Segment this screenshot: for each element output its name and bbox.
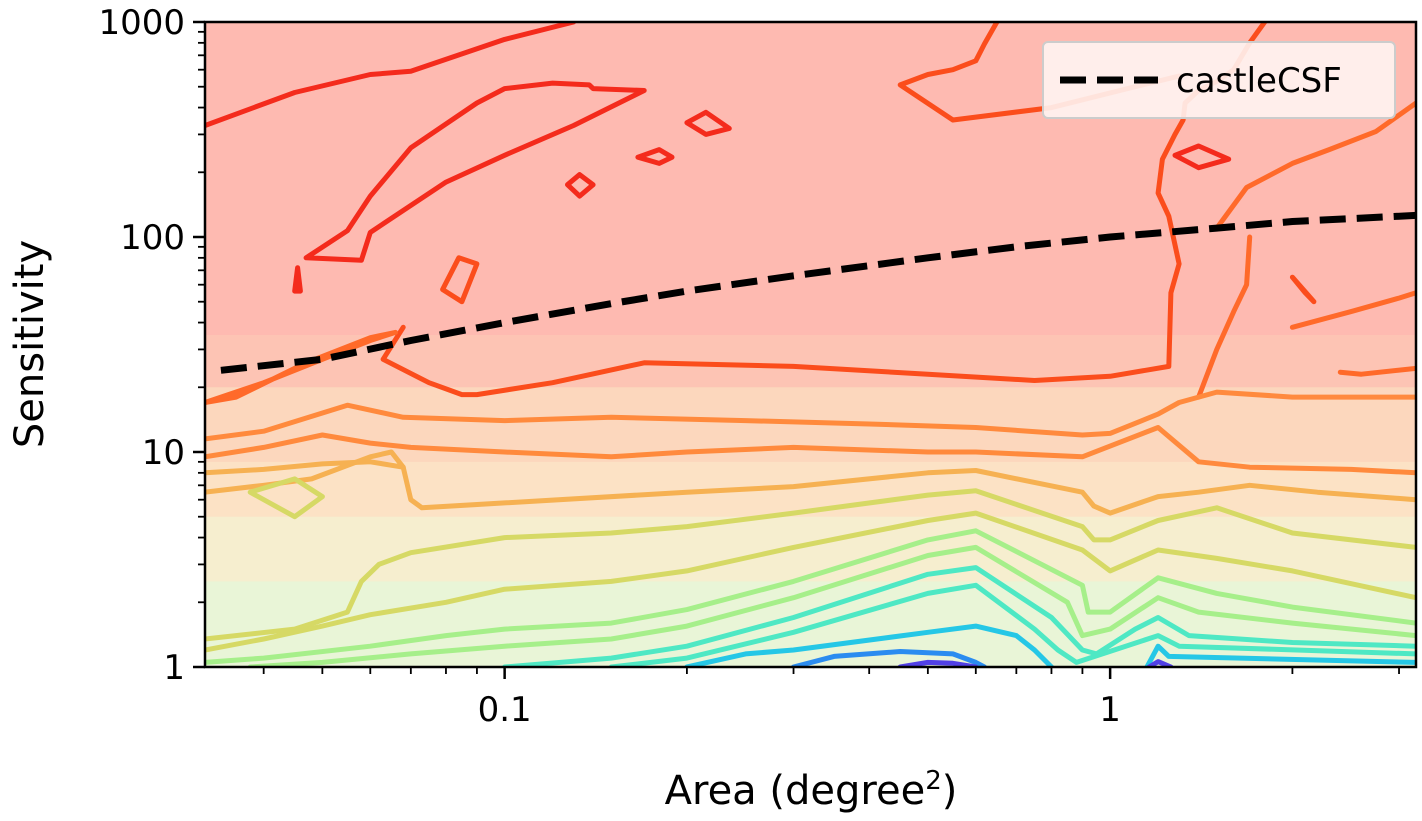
contour-line-level-0-4 <box>635 147 675 166</box>
contour-line-level-3-0 <box>205 389 1416 442</box>
contour-line-level-0-6 <box>1172 143 1232 171</box>
contour-line-level-6-1 <box>247 544 1416 667</box>
y-tick-label: 1 <box>163 648 185 688</box>
contour-lines <box>205 22 1416 667</box>
y-tick-label: 10 <box>142 433 185 473</box>
contour-line-level-1-1 <box>440 255 480 305</box>
x-axis-title-main: Area (degree <box>665 768 926 814</box>
contour-line-level-9-0 <box>791 649 987 667</box>
x-axis-title: Area (degree2) <box>665 766 958 814</box>
contour-line-level-10-0 <box>897 659 979 667</box>
contour-line-level-8-1 <box>1144 643 1416 667</box>
contour-line-level-0-2 <box>292 265 303 294</box>
y-axis: 1 10 100 1000 <box>98 3 205 688</box>
contour-line-level-0-5 <box>684 109 732 137</box>
contour-line-level-10-1 <box>1146 659 1174 667</box>
x-axis-title-close: ) <box>942 768 958 814</box>
contour-line-level-4-1 <box>205 449 406 495</box>
x-axis-title-sup: 2 <box>925 766 942 796</box>
contour-line-level-5-0 <box>247 476 325 520</box>
plot-frame <box>203 20 1418 669</box>
contour-line-level-7-1 <box>608 582 1416 667</box>
castlecsf-series <box>220 211 1416 374</box>
contour-line-level-4-0 <box>205 459 1416 516</box>
contour-line-level-2-1 <box>1214 100 1416 231</box>
x-axis: 0.1 1 <box>262 667 1400 730</box>
contour-line-level-6-0 <box>205 528 1416 665</box>
contour-line-level-0-3 <box>565 172 596 199</box>
contour-line-level-2-2 <box>1196 234 1253 400</box>
y-tick-label: 100 <box>120 218 185 258</box>
series-line-castlecsf <box>220 211 1416 374</box>
contour-line-level-8-0 <box>684 623 1054 667</box>
legend: castleCSF <box>1042 41 1396 119</box>
contour-line-level-2-4 <box>1337 365 1416 377</box>
legend-label-castlecsf: castleCSF <box>1176 61 1342 101</box>
contour-line-level-0-1 <box>303 80 647 263</box>
y-tick-label: 1000 <box>98 3 185 43</box>
contour-line-level-7-0 <box>502 565 1416 667</box>
legend-box <box>1042 41 1396 119</box>
contour-line-level-5-2 <box>205 510 1416 653</box>
contour-line-level-5-1 <box>205 488 1416 642</box>
x-tick-label: 1 <box>1099 690 1121 730</box>
contour-line-level-1-3 <box>1289 274 1317 305</box>
y-axis-title: Sensitivity <box>7 240 53 448</box>
contour-line-level-2-0 <box>205 329 398 405</box>
contour-line-level-2-3 <box>1289 290 1416 330</box>
contour-line-level-0-0 <box>205 22 577 128</box>
x-tick-label: 0.1 <box>478 690 532 730</box>
contour-line-level-3-1 <box>205 425 1416 476</box>
